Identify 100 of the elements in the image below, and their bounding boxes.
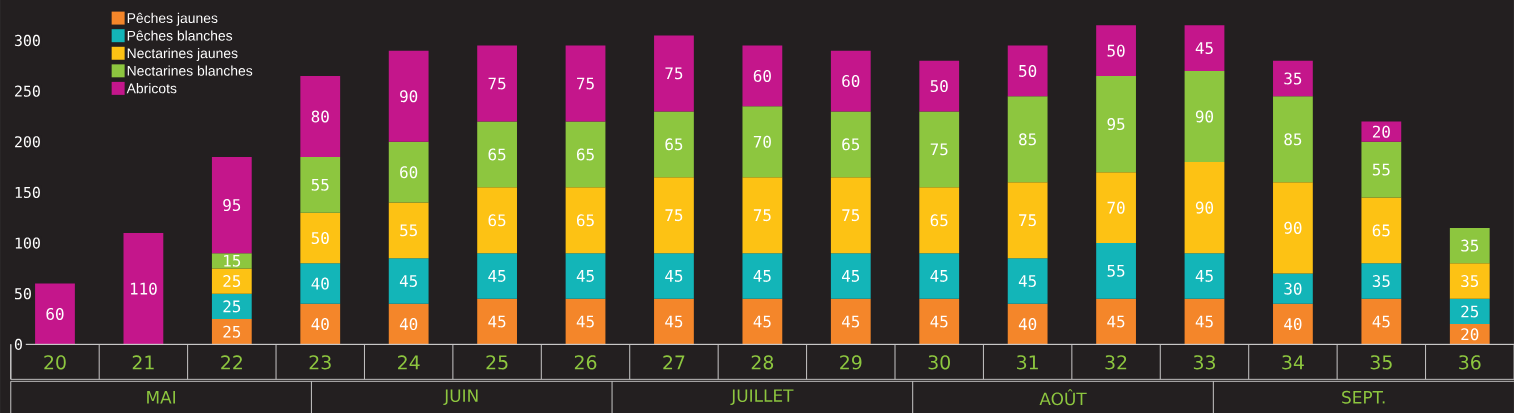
x-tick-label: 25 <box>486 355 508 370</box>
bar <box>388 202 429 259</box>
data-label: 65 <box>665 138 683 151</box>
y-tick-label: 200 <box>15 136 40 148</box>
data-label: 65 <box>488 148 506 161</box>
bar <box>1273 303 1313 345</box>
bar <box>477 253 517 299</box>
x-tick-label: 20 <box>44 355 66 370</box>
x-tick-label: 31 <box>1017 355 1038 370</box>
bar <box>742 253 783 299</box>
data-label: 45 <box>1018 275 1036 287</box>
data-label: 90 <box>400 90 418 103</box>
data-label: 35 <box>1461 274 1479 287</box>
text: AOÛT <box>1039 389 1087 406</box>
y-tick-label: 100 <box>15 237 40 249</box>
bar <box>1096 25 1136 76</box>
bar <box>1007 182 1048 259</box>
bar <box>919 298 960 345</box>
legend-label: Nectarines blanches <box>127 65 253 76</box>
bar <box>565 253 606 299</box>
data-label: 45 <box>1195 42 1213 54</box>
data-label: 30 <box>1284 282 1302 295</box>
bar <box>1273 96 1313 183</box>
data-label: 40 <box>311 317 329 331</box>
bar <box>830 253 871 299</box>
bar <box>1184 298 1225 345</box>
bar <box>35 283 75 345</box>
data-label: 50 <box>311 231 329 244</box>
data-label: 55 <box>311 178 329 191</box>
bar <box>830 50 871 112</box>
bar <box>388 50 429 142</box>
data-label: 75 <box>1019 214 1036 227</box>
data-label: 75 <box>577 77 594 90</box>
legend-label: Pêches blanches <box>127 30 233 41</box>
data-label: 45 <box>1195 315 1213 328</box>
data-label: 75 <box>488 77 506 90</box>
x-tick-label: 22 <box>221 355 242 370</box>
bar <box>654 111 694 178</box>
x-tick-label: 24 <box>398 355 420 370</box>
bar <box>1007 96 1048 183</box>
data-label: 40 <box>1018 317 1037 331</box>
bar <box>388 258 429 304</box>
data-label: 50 <box>1019 64 1037 77</box>
bar <box>211 318 252 345</box>
bar <box>211 268 252 294</box>
data-label: 90 <box>1284 221 1302 234</box>
text: JUILLET <box>730 389 794 406</box>
bar <box>654 298 694 345</box>
bar <box>1361 263 1402 299</box>
data-label: 75 <box>842 209 860 222</box>
bar <box>1361 197 1402 264</box>
data-label: 45 <box>576 269 594 282</box>
data-label: 35 <box>1284 72 1302 85</box>
bar <box>211 293 252 319</box>
bar <box>742 298 783 345</box>
y-tick-label: 150 <box>15 186 40 198</box>
data-label: 45 <box>488 315 506 328</box>
data-label: 45 <box>930 269 948 282</box>
data-label: 45 <box>488 269 506 282</box>
bar <box>1007 45 1048 97</box>
data-label: 45 <box>930 315 948 328</box>
data-label: 95 <box>1107 117 1125 130</box>
bar <box>1273 60 1313 97</box>
data-label: 90 <box>1195 201 1214 214</box>
bar <box>477 298 517 345</box>
bar <box>830 177 871 254</box>
bar <box>919 111 960 188</box>
data-label: 45 <box>576 315 594 328</box>
data-label: 45 <box>753 315 771 328</box>
bar <box>1096 75 1136 173</box>
data-label: 35 <box>1461 239 1479 252</box>
y-tick-label: 0 <box>14 338 22 350</box>
data-label: 75 <box>753 209 771 222</box>
bar <box>388 303 429 345</box>
data-label: 45 <box>753 269 771 282</box>
bar <box>1449 263 1490 299</box>
data-label: 40 <box>311 277 329 290</box>
bar <box>1184 70 1225 162</box>
data-label: 45 <box>1372 315 1390 328</box>
data-label: 85 <box>1284 133 1302 146</box>
bar <box>477 45 517 122</box>
data-label: 25 <box>223 325 241 338</box>
bar <box>1449 324 1490 345</box>
text: MAI <box>147 391 175 404</box>
data-label: 65 <box>1372 224 1390 237</box>
bar <box>830 111 871 178</box>
x-tick-label: 23 <box>309 355 331 370</box>
bar <box>388 141 429 203</box>
bar <box>919 187 960 254</box>
bar <box>300 263 341 304</box>
x-tick-label: 33 <box>1193 355 1215 370</box>
data-label: 75 <box>930 143 948 156</box>
legend-label: Abricots <box>126 82 177 94</box>
data-label: 45 <box>1195 269 1213 282</box>
x-tick-label: 35 <box>1370 355 1392 370</box>
bar <box>654 35 694 112</box>
bar <box>654 177 694 254</box>
text: JUIN <box>443 389 478 406</box>
bar <box>300 156 341 213</box>
y-tick-label: 50 <box>15 287 31 300</box>
